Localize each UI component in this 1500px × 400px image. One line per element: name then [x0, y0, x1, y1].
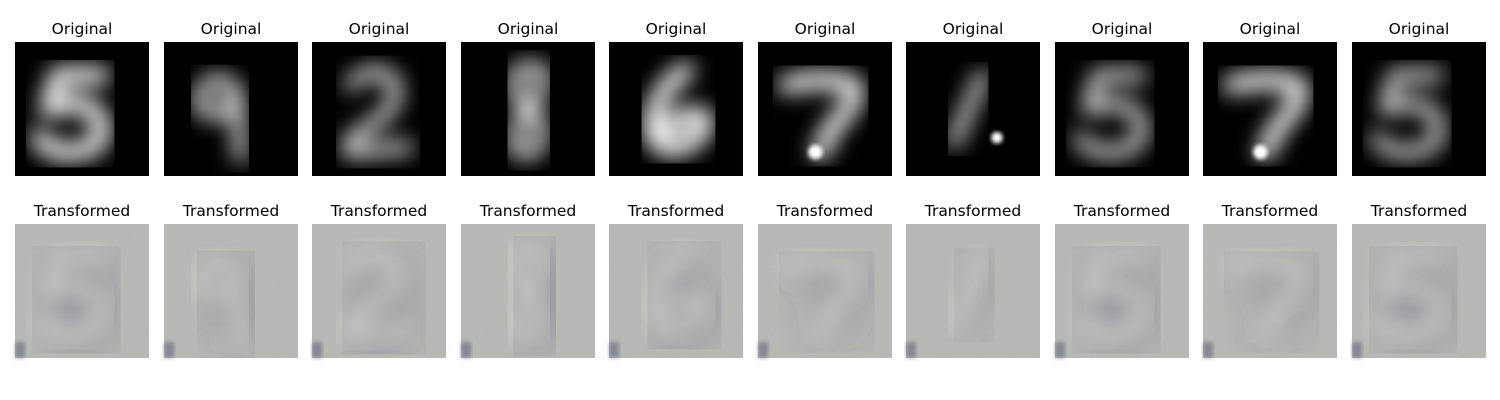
transformed-title: Transformed [1370, 202, 1467, 220]
original-digit-image-2 [312, 42, 446, 176]
original-title: Original [1240, 20, 1301, 38]
original-digit-image-8 [461, 42, 595, 176]
transformed-title: Transformed [330, 202, 427, 220]
transformed-digit-image-7 [1203, 224, 1337, 358]
transformed-panel-3: Transformed [312, 202, 446, 358]
transformed-panel-9: Transformed [1203, 202, 1337, 358]
original-digit-image-7 [1203, 42, 1337, 176]
transformed-panel-1: Transformed [15, 202, 149, 358]
original-title: Original [646, 20, 707, 38]
transformed-title: Transformed [627, 202, 724, 220]
original-panel-5: Original [609, 20, 743, 176]
original-digit-image-5 [1055, 42, 1189, 176]
transformed-digit-image-6 [609, 224, 743, 358]
transformed-panel-4: Transformed [461, 202, 595, 358]
original-digit-image-7 [758, 42, 892, 176]
transformed-digit-image-2 [312, 224, 446, 358]
transformed-digit-image-5 [1352, 224, 1486, 358]
original-digit-image-1 [906, 42, 1040, 176]
original-title: Original [498, 20, 559, 38]
original-digit-image-6 [609, 42, 743, 176]
transformed-title: Transformed [924, 202, 1021, 220]
transformed-panel-8: Transformed [1055, 202, 1189, 358]
original-panel-1: Original [15, 20, 149, 176]
original-title: Original [52, 20, 113, 38]
transformed-digit-image-5 [1055, 224, 1189, 358]
original-panel-9: Original [1203, 20, 1337, 176]
transformed-digit-image-8 [461, 224, 595, 358]
transformed-title: Transformed [776, 202, 873, 220]
original-title: Original [349, 20, 410, 38]
original-panel-7: Original [906, 20, 1040, 176]
transformed-title: Transformed [479, 202, 576, 220]
transformed-digit-image-7 [758, 224, 892, 358]
original-title: Original [201, 20, 262, 38]
transformed-title: Transformed [1221, 202, 1318, 220]
original-digit-image-5 [15, 42, 149, 176]
original-title: Original [1389, 20, 1450, 38]
transformed-panel-7: Transformed [906, 202, 1040, 358]
transformed-digit-image-9 [164, 224, 298, 358]
transformed-title: Transformed [1073, 202, 1170, 220]
transformed-digit-image-1 [906, 224, 1040, 358]
transformed-digit-image-5 [15, 224, 149, 358]
original-panel-2: Original [164, 20, 298, 176]
transformed-title: Transformed [182, 202, 279, 220]
original-panel-6: Original [758, 20, 892, 176]
transformed-panel-10: Transformed [1352, 202, 1486, 358]
transformed-panel-6: Transformed [758, 202, 892, 358]
original-panel-10: Original [1352, 20, 1486, 176]
original-title: Original [943, 20, 1004, 38]
original-panel-3: Original [312, 20, 446, 176]
original-panel-8: Original [1055, 20, 1189, 176]
transformed-panel-5: Transformed [609, 202, 743, 358]
original-title: Original [795, 20, 856, 38]
original-digit-image-5 [1352, 42, 1486, 176]
original-title: Original [1092, 20, 1153, 38]
transformed-panel-2: Transformed [164, 202, 298, 358]
original-panel-4: Original [461, 20, 595, 176]
transformed-title: Transformed [33, 202, 130, 220]
original-digit-image-9 [164, 42, 298, 176]
